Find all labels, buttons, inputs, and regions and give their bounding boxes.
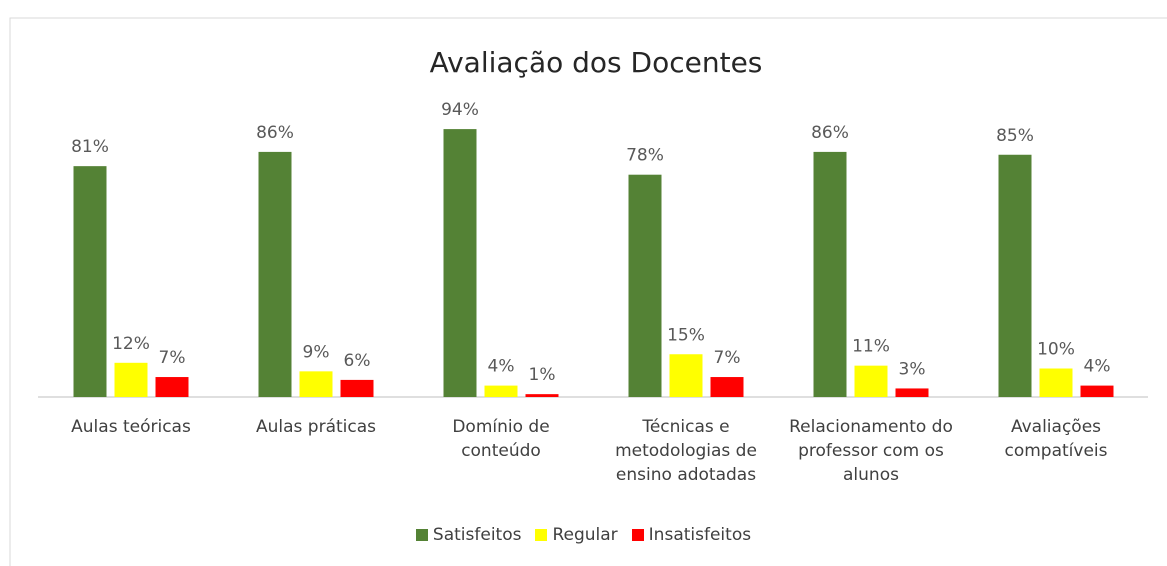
legend: Satisfeitos Regular Insatisfeitos [0,525,1167,545]
data-label: 7% [159,348,186,368]
data-label: 11% [852,337,890,357]
data-label: 7% [714,348,741,368]
x-tick-label: Aulas práticas [255,417,376,437]
x-tick-label: Domínio de conteúdo [452,417,550,461]
chart-title: Avaliação dos Docentes [430,46,763,79]
bar [484,385,518,397]
data-label: 4% [488,357,515,377]
bar [443,129,477,397]
legend-label: Regular [552,525,618,545]
data-label: 10% [1037,340,1075,360]
bar [710,377,744,397]
x-tick-label: Técnicas e metodologias de ensino adotad… [615,417,757,485]
legend-swatch [415,529,428,541]
bar [813,151,847,397]
data-label: 1% [529,365,556,385]
chart-border [9,17,1167,566]
legend-item: Satisfeitos [415,525,522,545]
data-label: 81% [71,137,109,157]
x-tick-label: Relacionamento do professor com os aluno… [789,417,953,485]
data-label: 86% [256,123,294,143]
bar [258,151,292,397]
bar [1039,368,1073,397]
legend-item: Insatisfeitos [631,525,752,545]
x-tick-label: Aulas teóricas [71,417,191,437]
data-label: 4% [1084,357,1111,377]
data-label: 9% [303,342,330,362]
bar [299,371,333,397]
data-label: 15% [667,325,705,345]
bar [114,362,148,397]
data-label: 12% [112,334,150,354]
bar [998,154,1032,397]
legend-swatch [535,529,548,541]
data-label: 86% [811,123,849,143]
data-label: 6% [344,351,371,371]
bar [669,354,703,397]
data-label: 94% [441,100,479,120]
bar [340,379,374,397]
bar [73,166,107,397]
bar [155,377,189,397]
bar [525,394,559,397]
data-label: 3% [899,359,926,379]
legend-item: Regular [535,525,618,545]
legend-label: Insatisfeitos [648,525,752,545]
bar [1080,385,1114,397]
bar [854,365,888,397]
legend-swatch [631,529,644,541]
x-tick-label: Avaliações compatíveis [1004,417,1108,461]
data-label: 78% [626,146,664,166]
bar [895,388,929,397]
legend-label: Satisfeitos [432,525,522,545]
data-label: 85% [996,126,1034,146]
bar [628,174,662,397]
